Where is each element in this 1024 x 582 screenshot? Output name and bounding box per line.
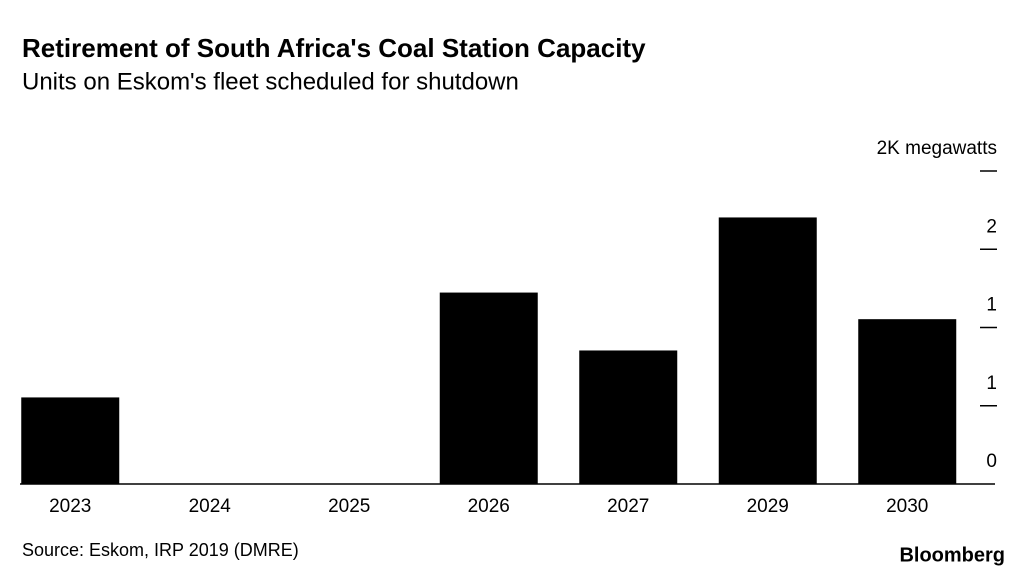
bar [718,217,817,485]
y-tick-label: 2 [986,216,997,237]
chart-subtitle: Units on Eskom's fleet scheduled for shu… [22,68,519,95]
x-tick-label: 2025 [328,496,370,517]
x-tick-label: 2024 [189,496,232,517]
x-tick-label: 2027 [607,496,649,517]
bar [439,292,538,485]
y-tick-label: 1 [986,373,997,394]
bar [579,350,678,485]
bar [21,397,120,485]
x-tick-label: 2023 [49,496,91,517]
x-tick-label: 2026 [468,496,510,517]
chart-title: Retirement of South Africa's Coal Statio… [22,33,646,63]
x-tick-label: 2029 [747,496,789,517]
source: Source: Eskom, IRP 2019 (DMRE) [22,540,299,560]
bar [858,319,957,485]
y-tick-label: 2K megawatts [877,138,997,159]
x-tick-label: 2030 [886,496,928,517]
y-tick-label: 1 [986,295,997,316]
y-tick-label: 0 [986,451,997,472]
brand: Bloomberg [899,544,1005,566]
